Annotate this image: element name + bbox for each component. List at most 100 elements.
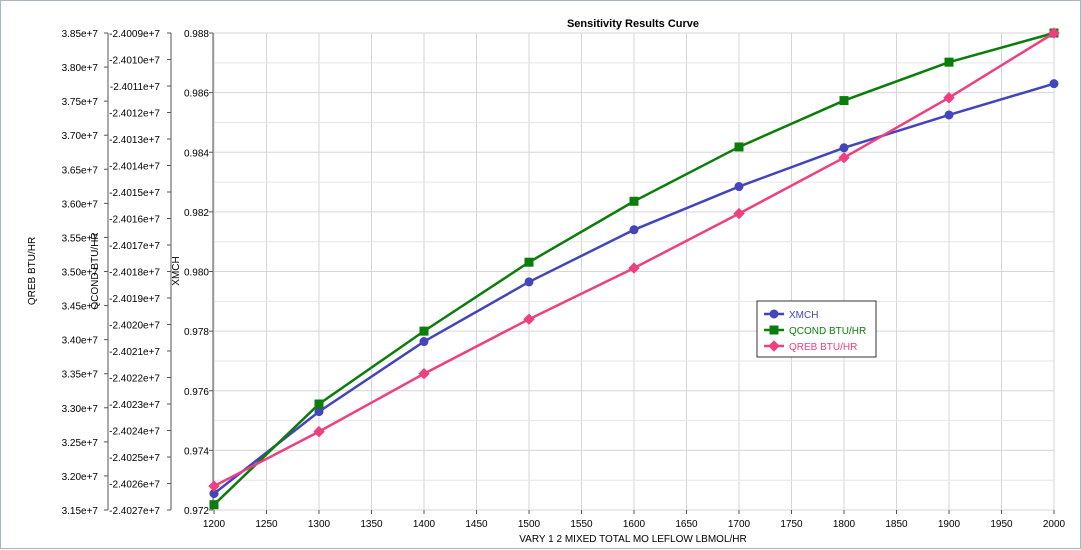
y-tick-label-qcond: -2.4009e+7 bbox=[109, 29, 160, 40]
legend-marker-qcond bbox=[769, 325, 779, 335]
data-point-qcond bbox=[629, 196, 639, 206]
y-axis-title-qreb: QREB BTU/HR bbox=[27, 237, 38, 305]
y-tick-label-xmch: 0.972 bbox=[184, 506, 209, 517]
x-tick-label: 1700 bbox=[728, 519, 751, 530]
data-point-qcond bbox=[419, 326, 429, 336]
y-tick-label-qreb: 3.45e+7 bbox=[62, 302, 99, 313]
data-point-xmch bbox=[524, 277, 534, 287]
x-tick-label: 1650 bbox=[675, 519, 698, 530]
y-tick-label-qcond: -2.4024e+7 bbox=[109, 427, 160, 438]
x-tick-label: 1900 bbox=[938, 519, 961, 530]
data-point-qcond bbox=[209, 500, 219, 510]
y-tick-label-qcond: -2.4019e+7 bbox=[109, 294, 160, 305]
y-tick-label-qreb: 3.15e+7 bbox=[62, 506, 99, 517]
x-tick-label: 1250 bbox=[255, 519, 278, 530]
data-point-xmch bbox=[419, 337, 429, 347]
data-point-qreb bbox=[733, 207, 745, 220]
data-point-qcond bbox=[839, 96, 849, 106]
y-tick-label-qreb: 3.70e+7 bbox=[62, 131, 99, 142]
data-point-qcond bbox=[734, 142, 744, 152]
x-tick-label: 1600 bbox=[623, 519, 646, 530]
legend-label-xmch: XMCH bbox=[789, 310, 818, 321]
data-point-qreb bbox=[208, 480, 220, 492]
y-tick-label-qreb: 3.30e+7 bbox=[62, 404, 99, 415]
y-tick-label-xmch: 0.980 bbox=[184, 268, 209, 279]
y-tick-label-xmch: 0.988 bbox=[184, 29, 209, 40]
data-point-qreb bbox=[418, 368, 430, 380]
y-tick-label-qcond: -2.4023e+7 bbox=[109, 400, 160, 411]
y-tick-label-qcond: -2.4013e+7 bbox=[109, 135, 160, 146]
y-tick-label-qcond: -2.4016e+7 bbox=[109, 215, 160, 226]
y-tick-label-qcond: -2.4025e+7 bbox=[109, 453, 160, 464]
x-tick-label: 1750 bbox=[780, 519, 803, 530]
data-point-xmch bbox=[839, 143, 849, 153]
y-tick-label-qcond: -2.4027e+7 bbox=[109, 506, 160, 517]
y-tick-label-xmch: 0.974 bbox=[184, 446, 209, 457]
data-point-qreb bbox=[313, 425, 325, 438]
series-qcond bbox=[209, 28, 1059, 510]
y-tick-label-qcond: -2.4011e+7 bbox=[110, 82, 161, 93]
data-point-xmch bbox=[314, 407, 324, 417]
y-tick-label-qcond: -2.4021e+7 bbox=[109, 347, 160, 358]
y-tick-label-qreb: 3.40e+7 bbox=[62, 336, 99, 347]
y-tick-label-qcond: -2.4017e+7 bbox=[109, 241, 160, 252]
data-point-qcond bbox=[944, 57, 954, 67]
y-tick-label-qreb: 3.35e+7 bbox=[62, 370, 99, 381]
chart-title: Sensitivity Results Curve bbox=[567, 18, 699, 30]
x-tick-label: 1950 bbox=[990, 519, 1013, 530]
data-point-qreb bbox=[628, 262, 640, 274]
x-tick-label: 1850 bbox=[885, 519, 908, 530]
y-tick-label-qreb: 3.80e+7 bbox=[62, 63, 99, 74]
x-tick-label: 1200 bbox=[203, 519, 226, 530]
y-tick-label-xmch: 0.976 bbox=[184, 387, 209, 398]
data-point-xmch bbox=[944, 110, 954, 120]
x-axis-title: VARY 1 2 MIXED TOTAL MO LEFLOW LBMOL/HR bbox=[519, 534, 746, 545]
y-tick-label-qcond: -2.4010e+7 bbox=[109, 56, 160, 67]
x-tick-label: 1450 bbox=[465, 519, 488, 530]
y-tick-label-qcond: -2.4015e+7 bbox=[109, 188, 160, 199]
y-axis-title-qcond: QCOND BTU/HR bbox=[90, 232, 101, 309]
x-tick-label: 1350 bbox=[360, 519, 383, 530]
x-tick-label: 2000 bbox=[1043, 519, 1066, 530]
series-qreb bbox=[208, 27, 1060, 492]
y-tick-label-qreb: 3.25e+7 bbox=[62, 438, 99, 449]
y-tick-label-qreb: 3.75e+7 bbox=[62, 97, 99, 108]
x-tick-label: 1400 bbox=[413, 519, 436, 530]
data-point-xmch bbox=[629, 225, 639, 235]
y-tick-label-xmch: 0.982 bbox=[184, 208, 209, 219]
series-xmch bbox=[209, 79, 1059, 499]
y-tick-label-qreb: 3.60e+7 bbox=[62, 199, 99, 210]
y-tick-label-qcond: -2.4012e+7 bbox=[109, 109, 160, 120]
legend-marker-xmch bbox=[769, 309, 779, 319]
data-point-xmch bbox=[1049, 79, 1059, 89]
data-point-qreb bbox=[523, 313, 535, 325]
x-tick-label: 1500 bbox=[518, 519, 541, 530]
data-point-qreb bbox=[838, 151, 850, 164]
y-tick-label-qcond: -2.4020e+7 bbox=[109, 321, 160, 332]
y-axis-title-xmch: XMCH bbox=[171, 256, 182, 285]
legend-label-qcond: QCOND BTU/HR bbox=[789, 326, 866, 337]
y-tick-label-qcond: -2.4018e+7 bbox=[109, 268, 160, 279]
x-tick-label: 1300 bbox=[308, 519, 331, 530]
y-tick-label-xmch: 0.986 bbox=[184, 89, 209, 100]
data-point-qcond bbox=[314, 399, 324, 409]
legend-label-qreb: QREB BTU/HR bbox=[789, 342, 857, 353]
y-tick-label-qreb: 3.20e+7 bbox=[62, 472, 99, 483]
y-tick-label-xmch: 0.984 bbox=[184, 148, 209, 159]
data-point-qreb bbox=[1048, 27, 1060, 39]
y-tick-label-qcond: -2.4026e+7 bbox=[109, 480, 160, 491]
data-point-qreb bbox=[943, 92, 955, 104]
y-tick-label-qcond: -2.4014e+7 bbox=[109, 162, 160, 173]
y-tick-label-xmch: 0.978 bbox=[184, 327, 209, 338]
x-tick-label: 1550 bbox=[570, 519, 593, 530]
data-point-qcond bbox=[524, 257, 534, 267]
data-point-xmch bbox=[734, 182, 744, 192]
y-tick-label-qreb: 3.50e+7 bbox=[62, 268, 99, 279]
legend-marker-qreb bbox=[768, 340, 780, 352]
y-tick-label-qcond: -2.4022e+7 bbox=[109, 374, 160, 385]
y-tick-label-qreb: 3.85e+7 bbox=[62, 29, 99, 40]
x-tick-label: 1800 bbox=[833, 519, 856, 530]
y-tick-label-qreb: 3.55e+7 bbox=[62, 233, 99, 244]
